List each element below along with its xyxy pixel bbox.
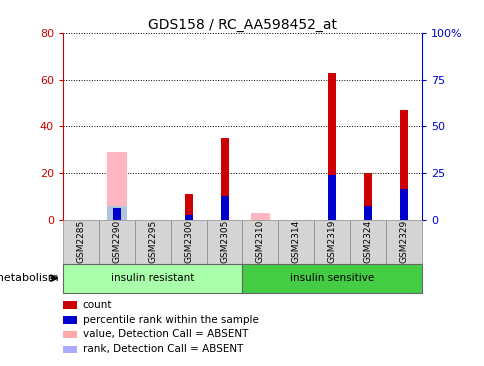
Text: GDS158 / RC_AA598452_at: GDS158 / RC_AA598452_at: [148, 18, 336, 32]
Text: GSM2319: GSM2319: [327, 220, 336, 263]
Bar: [314, 220, 349, 264]
Text: count: count: [83, 300, 112, 310]
Text: GSM2305: GSM2305: [220, 220, 228, 263]
Text: GSM2310: GSM2310: [256, 220, 264, 263]
Bar: [399, 189, 407, 220]
Bar: [363, 173, 371, 220]
Bar: [99, 220, 135, 264]
Bar: [63, 331, 76, 339]
Text: insulin sensitive: insulin sensitive: [289, 273, 374, 283]
Text: value, Detection Call = ABSENT: value, Detection Call = ABSENT: [83, 329, 248, 339]
Bar: [278, 220, 314, 264]
Text: GSM2329: GSM2329: [399, 220, 408, 263]
Bar: [349, 220, 385, 264]
Bar: [184, 215, 192, 220]
Bar: [328, 72, 335, 220]
Bar: [184, 194, 192, 220]
Text: percentile rank within the sample: percentile rank within the sample: [83, 314, 258, 325]
Text: GSM2300: GSM2300: [184, 220, 193, 263]
Bar: [385, 220, 421, 264]
Bar: [63, 316, 76, 324]
Bar: [206, 220, 242, 264]
Bar: [113, 208, 121, 220]
Bar: [363, 206, 371, 220]
Bar: [63, 301, 76, 309]
Text: GSM2285: GSM2285: [76, 220, 85, 263]
Bar: [220, 196, 228, 220]
Bar: [135, 220, 170, 264]
Bar: [63, 346, 76, 353]
Text: metabolism: metabolism: [0, 273, 58, 283]
Bar: [242, 220, 278, 264]
Text: GSM2314: GSM2314: [291, 220, 300, 263]
Bar: [107, 206, 126, 220]
Text: GSM2290: GSM2290: [112, 220, 121, 263]
Bar: [399, 110, 407, 220]
Bar: [328, 175, 335, 220]
Bar: [250, 213, 270, 220]
Bar: [220, 138, 228, 220]
Text: GSM2295: GSM2295: [148, 220, 157, 263]
Bar: [63, 264, 242, 293]
Bar: [170, 220, 206, 264]
Bar: [242, 264, 421, 293]
Text: insulin resistant: insulin resistant: [111, 273, 194, 283]
Text: rank, Detection Call = ABSENT: rank, Detection Call = ABSENT: [83, 344, 242, 354]
Bar: [107, 152, 126, 220]
Text: GSM2324: GSM2324: [363, 220, 372, 263]
Bar: [63, 220, 99, 264]
